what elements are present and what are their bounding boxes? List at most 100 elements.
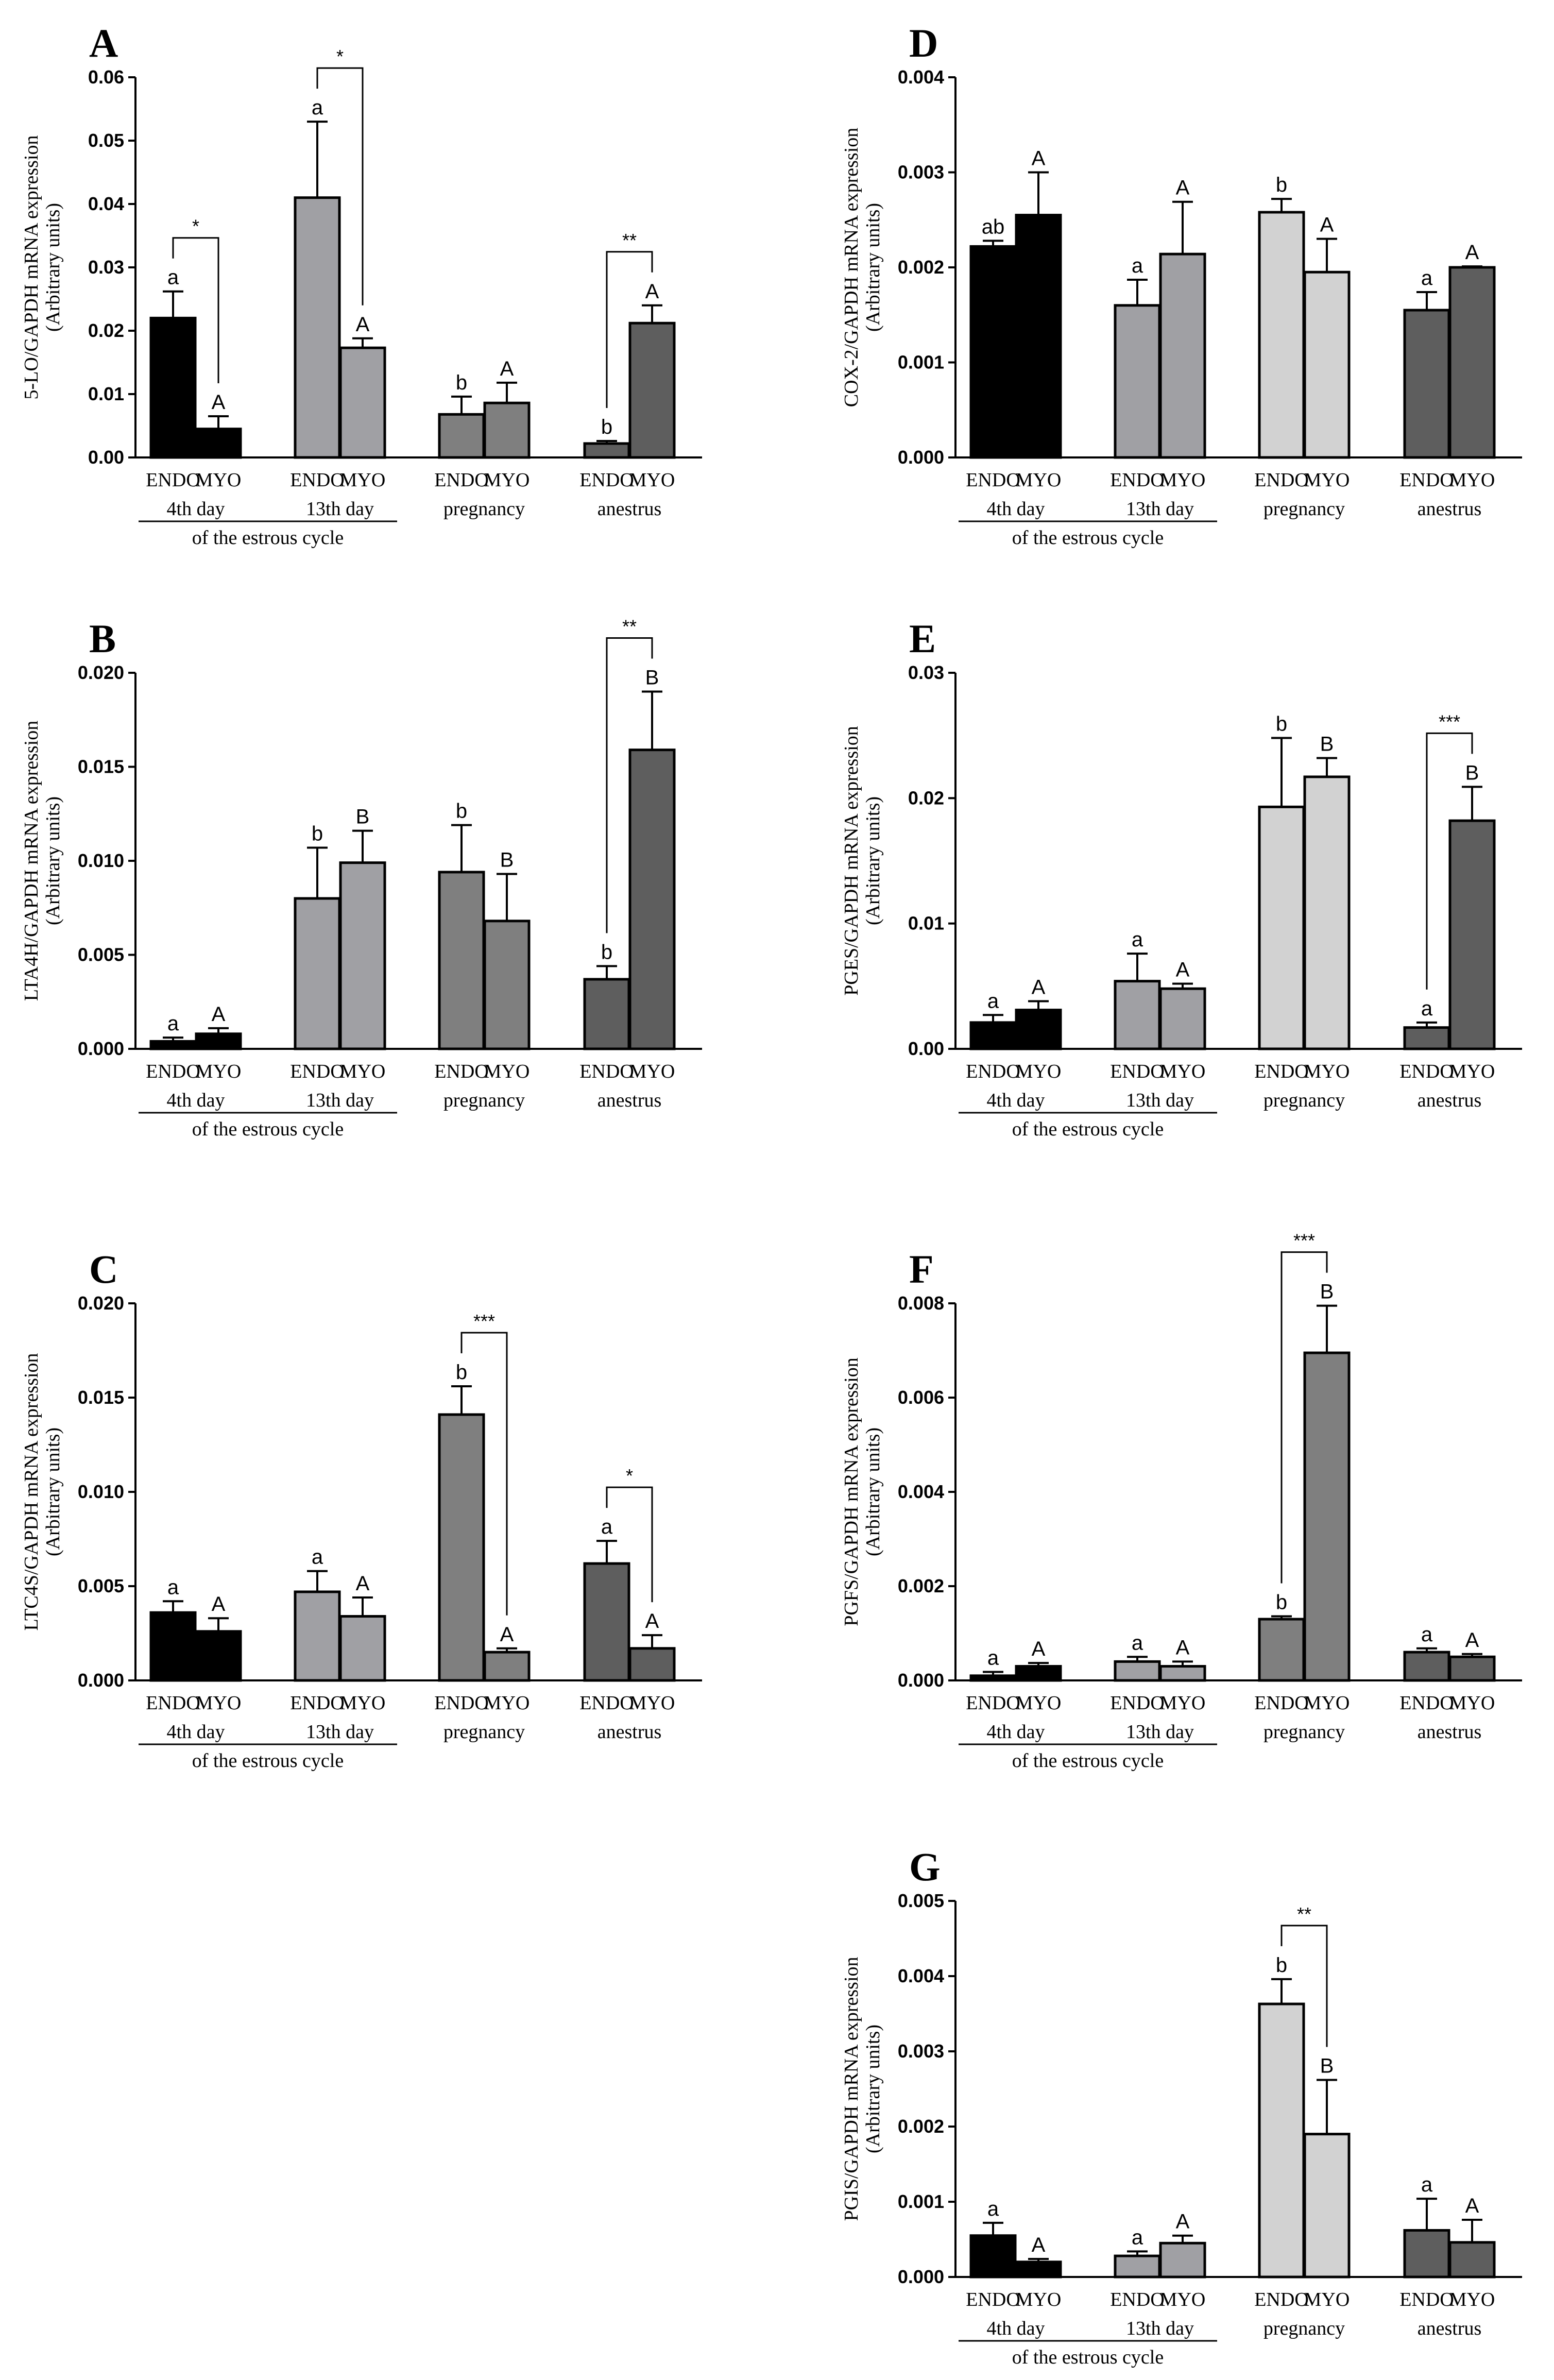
bar [1448, 1655, 1496, 1682]
group-label: 13th day [306, 1721, 374, 1743]
significance-letter: B [1465, 761, 1479, 784]
significance-letter: ab [982, 215, 1005, 238]
significance-letter: a [167, 266, 179, 289]
group-label: pregnancy [1263, 498, 1345, 520]
y-tick-label: 0.020 [78, 662, 124, 683]
significance-letter: b [1276, 713, 1287, 736]
significance-letter: a [1132, 928, 1143, 951]
y-tick-label: 0.00 [88, 447, 124, 468]
group-label: 4th day [167, 1090, 225, 1111]
bar [1114, 1660, 1161, 1682]
significance-letter: a [1421, 997, 1433, 1020]
x-category-label: ENDO [1254, 1061, 1309, 1082]
panel-letter: D [909, 21, 938, 65]
significance-bracket [1426, 732, 1473, 990]
significance-stars: *** [473, 1311, 495, 1332]
y-tick-label: 0.004 [898, 1481, 944, 1502]
significance-letter: B [1320, 1281, 1334, 1303]
x-category-label: ENDO [1399, 2289, 1454, 2310]
x-category-label: ENDO [1399, 469, 1454, 491]
y-axis-title: PGIS/GAPDH mRNA expression [841, 1957, 862, 2221]
estrous-cycle-caption: of the estrous cycle [1012, 1118, 1164, 1140]
y-tick-label: 0.015 [78, 1387, 124, 1408]
bar [1114, 304, 1161, 459]
x-category-label: MYO [484, 469, 530, 491]
bar [195, 1630, 242, 1682]
bar [1303, 775, 1351, 1050]
significance-letter: A [212, 391, 226, 414]
significance-letter: a [987, 1647, 999, 1670]
significance-letter: b [312, 822, 323, 845]
significance-letter: b [601, 416, 612, 438]
y-tick-label: 0.001 [898, 2191, 944, 2212]
significance-letter: A [1176, 958, 1190, 981]
significance-letter: a [312, 96, 323, 119]
x-category-label: ENDO [579, 469, 634, 491]
x-category-label: MYO [196, 469, 242, 491]
y-tick-label: 0.02 [908, 787, 944, 808]
bar [438, 871, 485, 1050]
significance-letter: A [1176, 177, 1190, 199]
x-category-label: MYO [1449, 469, 1495, 491]
chart-panel-b: B LTA4H/GAPDH mRNA expression (Arbitrary u… [21, 616, 702, 1140]
x-category-label: ENDO [290, 469, 345, 491]
bar [339, 1615, 386, 1682]
bar [1448, 819, 1496, 1050]
significance-letter: b [1276, 1591, 1287, 1614]
bar [1448, 2241, 1496, 2279]
x-category-label: ENDO [434, 469, 489, 491]
group-label: pregnancy [443, 1090, 525, 1111]
significance-stars: *** [1293, 1230, 1315, 1251]
y-tick-label: 0.01 [88, 383, 124, 404]
bar [1303, 2133, 1351, 2279]
x-category-label: MYO [1016, 2289, 1062, 2310]
significance-letter: A [1465, 241, 1479, 264]
estrous-cycle-caption: of the estrous cycle [192, 1118, 344, 1140]
y-tick-label: 0.004 [898, 66, 944, 88]
group-label: anestrus [1418, 1721, 1482, 1743]
significance-stars: *** [1439, 711, 1460, 732]
group-label: 4th day [987, 2318, 1045, 2339]
significance-letter: b [456, 371, 467, 394]
chart-panel-e: E PGES/GAPDH mRNA expression (Arbitrary un… [841, 616, 1522, 1140]
bar [149, 1040, 197, 1050]
significance-letter: a [312, 1546, 323, 1569]
bar [1303, 270, 1351, 459]
significance-letter: a [1132, 254, 1143, 277]
x-category-label: MYO [196, 1692, 242, 1714]
y-tick-label: 0.000 [78, 1670, 124, 1691]
x-category-label: ENDO [1254, 2289, 1309, 2310]
bar [1015, 214, 1062, 459]
y-axis-subtitle: (Arbitrary units) [42, 203, 64, 332]
significance-letter: A [1032, 976, 1046, 999]
y-tick-label: 0.04 [88, 193, 124, 214]
bar [1159, 987, 1206, 1050]
bar [583, 1562, 630, 1682]
group-label: pregnancy [1263, 2318, 1345, 2339]
bar [1114, 980, 1161, 1050]
y-tick-label: 0.000 [898, 2266, 944, 2287]
x-category-label: MYO [1160, 2289, 1206, 2310]
significance-letter: B [500, 849, 514, 872]
significance-letter: a [1132, 1631, 1143, 1654]
group-label: 4th day [167, 1721, 225, 1743]
bar [483, 1651, 531, 1682]
y-tick-label: 0.005 [78, 1575, 124, 1596]
y-tick-label: 0.003 [898, 162, 944, 183]
bar [339, 346, 386, 459]
bar [1015, 2260, 1062, 2279]
significance-letter: A [1465, 1629, 1479, 1652]
x-category-label: ENDO [434, 1061, 489, 1082]
x-category-label: MYO [629, 1692, 675, 1714]
bar [1403, 2229, 1450, 2279]
bar [438, 413, 485, 459]
significance-letter: A [1032, 147, 1046, 170]
x-category-label: MYO [340, 1692, 386, 1714]
chart-panel-a: A 5-LO/GAPDH mRNA expression (Arbitrary un… [21, 21, 702, 549]
bar [483, 920, 531, 1050]
bar [628, 321, 676, 459]
significance-letter: A [645, 1610, 659, 1633]
bar [1015, 1009, 1062, 1050]
bar [339, 861, 386, 1050]
